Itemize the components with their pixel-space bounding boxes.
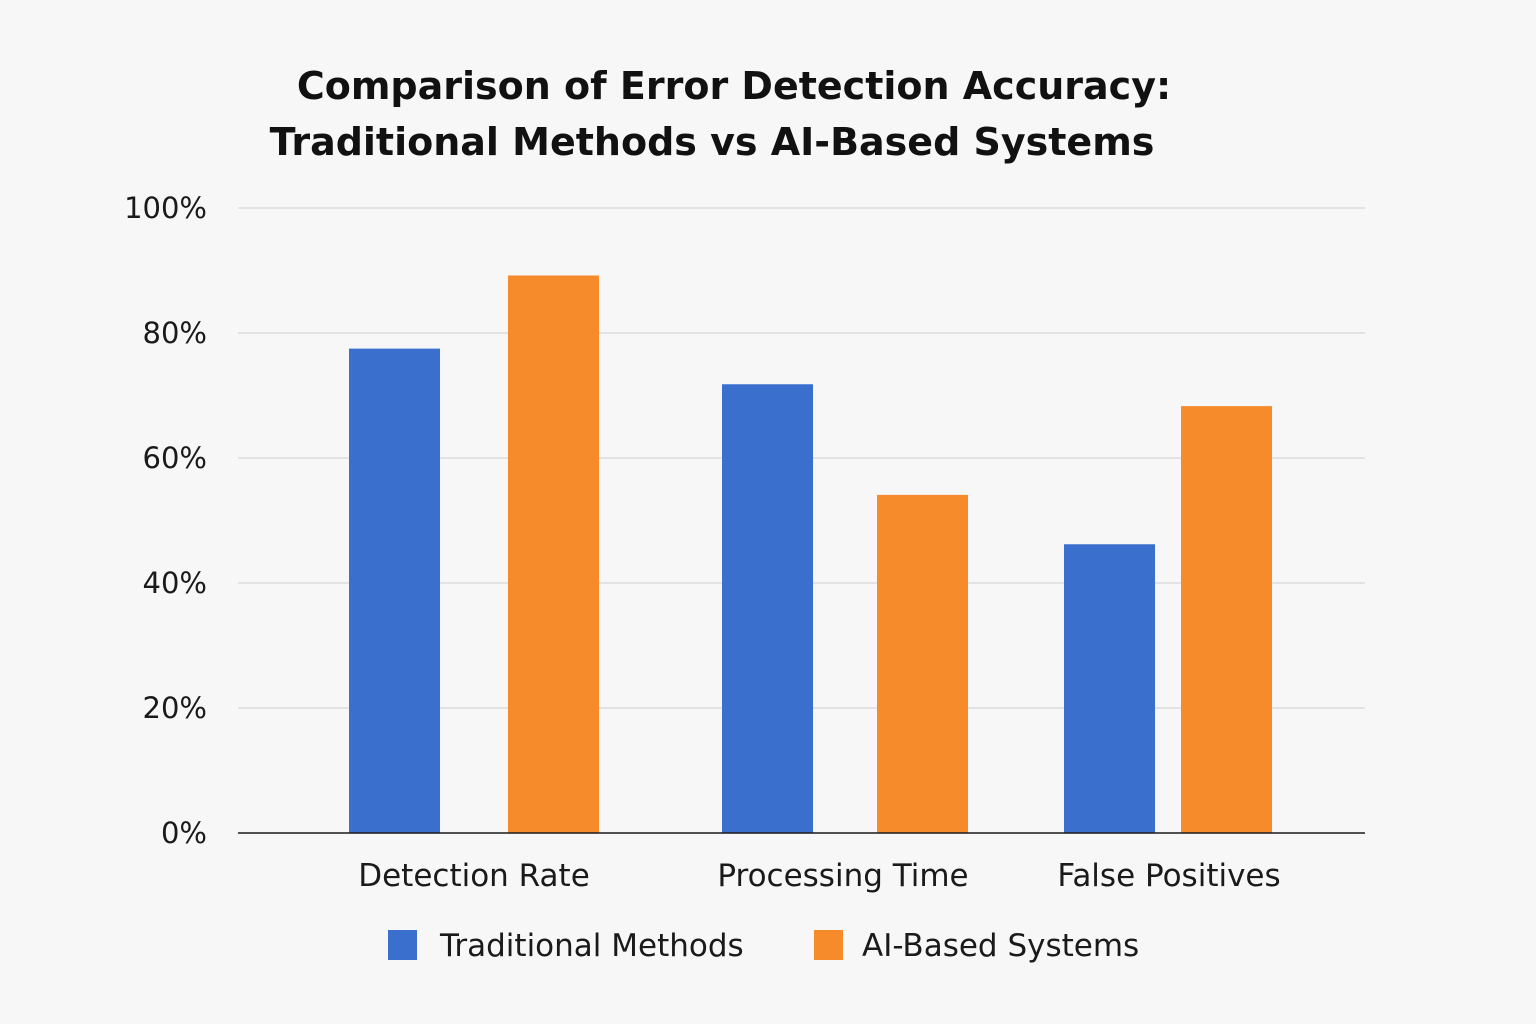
legend-swatch	[388, 930, 417, 960]
bar-ai-based-1	[508, 275, 599, 833]
legend: Traditional Methods AI-Based Systems	[388, 928, 1139, 964]
bar-traditional-2	[722, 384, 813, 833]
y-tick-label: 20%	[143, 691, 207, 725]
chart-title-line-2: Traditional Methods vs AI-Based Systems	[269, 120, 1155, 164]
y-tick-label: 80%	[143, 316, 207, 350]
bar-traditional-1	[349, 348, 440, 833]
y-tick-label: 100%	[124, 191, 207, 225]
legend-label: Traditional Methods	[439, 928, 744, 964]
bar-traditional-3	[1064, 544, 1155, 833]
legend-label: AI-Based Systems	[862, 928, 1139, 964]
x-axis-category-labels: Detection Rate Processing Time False Posit…	[358, 858, 1280, 894]
y-tick-label: 40%	[143, 566, 207, 600]
x-category-label: Processing Time	[717, 858, 968, 894]
chart-title: Comparison of Error Detection Accuracy: …	[0, 58, 1440, 170]
bars	[349, 275, 1272, 833]
bar-ai-based-3	[1181, 406, 1272, 833]
y-tick-label: 60%	[143, 441, 207, 475]
x-category-label: Detection Rate	[358, 858, 590, 894]
y-tick-label: 0%	[161, 816, 207, 850]
x-category-label: False Positives	[1057, 858, 1280, 894]
chart-title-line-1: Comparison of Error Detection Accuracy:	[296, 64, 1172, 108]
legend-swatch	[814, 930, 843, 960]
bar-ai-based-2	[877, 494, 968, 833]
y-axis-tick-labels: 0% 20% 40% 60% 80% 100%	[124, 191, 207, 850]
